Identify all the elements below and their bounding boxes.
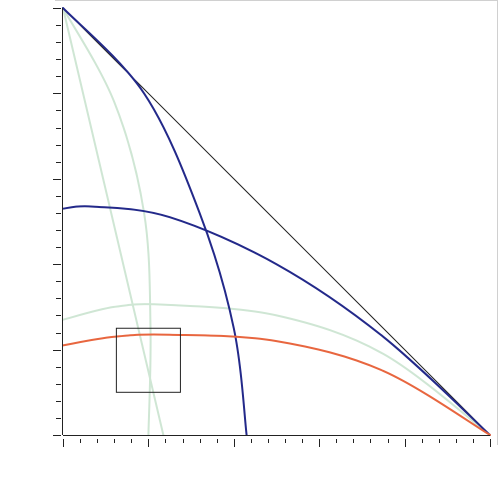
series-group [62, 7, 491, 436]
series-navy-arc-horizontal [62, 205, 491, 436]
series-green-arc-horizontal [62, 303, 491, 436]
axes-group [62, 8, 490, 436]
y-ticks [53, 8, 61, 436]
series-green-line [62, 7, 165, 436]
inset-rectangle [115, 327, 181, 393]
series-orange-arc [62, 333, 491, 436]
x-ticks [63, 439, 491, 447]
series-navy-arc-vertical [62, 7, 248, 436]
series-green-arc-vertical [62, 7, 152, 436]
